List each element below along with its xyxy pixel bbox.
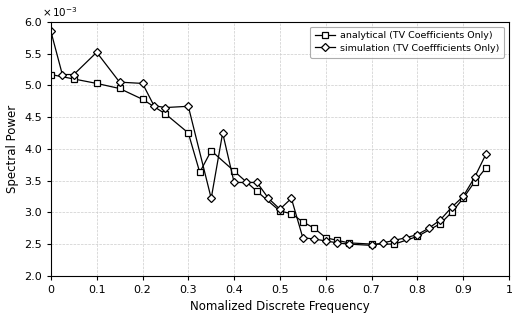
analytical (TV Coefficients Only) — [70, 77, 77, 81]
Y-axis label: Spectral Power: Spectral Power — [6, 105, 19, 193]
simulation (TV Coeffficients Only) — [70, 73, 77, 77]
analytical (TV Coefficients Only) — [231, 169, 237, 173]
simulation (TV Coeffficients Only) — [426, 226, 432, 230]
simulation (TV Coeffficients Only) — [449, 205, 455, 209]
analytical (TV Coefficients Only) — [449, 211, 455, 214]
X-axis label: Nomalized Discrete Frequency: Nomalized Discrete Frequency — [190, 300, 370, 314]
analytical (TV Coefficients Only) — [323, 236, 329, 240]
analytical (TV Coefficients Only) — [185, 131, 192, 135]
simulation (TV Coeffficients Only) — [311, 237, 318, 241]
analytical (TV Coefficients Only) — [483, 166, 489, 170]
simulation (TV Coeffficients Only) — [185, 104, 192, 108]
simulation (TV Coeffficients Only) — [437, 218, 443, 222]
analytical (TV Coefficients Only) — [139, 97, 146, 101]
simulation (TV Coeffficients Only) — [220, 131, 226, 135]
simulation (TV Coeffficients Only) — [139, 82, 146, 85]
simulation (TV Coeffficients Only) — [380, 241, 386, 245]
simulation (TV Coeffficients Only) — [151, 104, 157, 108]
analytical (TV Coefficients Only) — [471, 180, 478, 184]
simulation (TV Coeffficients Only) — [414, 233, 421, 236]
simulation (TV Coeffficients Only) — [231, 181, 237, 184]
analytical (TV Coefficients Only) — [346, 241, 352, 245]
simulation (TV Coeffficients Only) — [403, 236, 409, 240]
analytical (TV Coefficients Only) — [208, 149, 214, 153]
analytical (TV Coefficients Only) — [391, 242, 397, 246]
simulation (TV Coeffficients Only) — [368, 243, 375, 247]
analytical (TV Coefficients Only) — [437, 222, 443, 226]
simulation (TV Coeffficients Only) — [288, 197, 294, 200]
analytical (TV Coefficients Only) — [288, 212, 294, 216]
simulation (TV Coeffficients Only) — [483, 152, 489, 156]
Line: simulation (TV Coeffficients Only): simulation (TV Coeffficients Only) — [48, 29, 489, 248]
analytical (TV Coefficients Only) — [460, 197, 466, 200]
simulation (TV Coeffficients Only) — [346, 242, 352, 246]
analytical (TV Coefficients Only) — [311, 226, 318, 230]
analytical (TV Coefficients Only) — [414, 234, 421, 238]
simulation (TV Coeffficients Only) — [117, 80, 123, 84]
simulation (TV Coeffficients Only) — [277, 207, 283, 211]
analytical (TV Coefficients Only) — [368, 242, 375, 246]
simulation (TV Coeffficients Only) — [471, 175, 478, 179]
Text: $\times\,10^{-3}$: $\times\,10^{-3}$ — [42, 5, 78, 19]
simulation (TV Coeffficients Only) — [334, 241, 340, 245]
simulation (TV Coeffficients Only) — [391, 238, 397, 242]
simulation (TV Coeffficients Only) — [94, 50, 100, 54]
Line: analytical (TV Coefficients Only): analytical (TV Coefficients Only) — [48, 72, 489, 247]
simulation (TV Coeffficients Only) — [265, 197, 271, 200]
analytical (TV Coefficients Only) — [254, 189, 260, 193]
simulation (TV Coeffficients Only) — [460, 195, 466, 198]
analytical (TV Coefficients Only) — [162, 112, 168, 116]
simulation (TV Coeffficients Only) — [162, 106, 168, 109]
simulation (TV Coeffficients Only) — [208, 197, 214, 200]
simulation (TV Coeffficients Only) — [242, 181, 249, 184]
analytical (TV Coefficients Only) — [48, 73, 54, 77]
simulation (TV Coeffficients Only) — [48, 29, 54, 33]
analytical (TV Coefficients Only) — [197, 170, 203, 174]
analytical (TV Coefficients Only) — [94, 82, 100, 85]
analytical (TV Coefficients Only) — [277, 209, 283, 213]
Legend: analytical (TV Coefficients Only), simulation (TV Coeffficients Only): analytical (TV Coefficients Only), simul… — [310, 26, 504, 58]
simulation (TV Coeffficients Only) — [254, 181, 260, 184]
analytical (TV Coefficients Only) — [117, 86, 123, 90]
analytical (TV Coefficients Only) — [300, 220, 306, 224]
simulation (TV Coeffficients Only) — [300, 236, 306, 240]
simulation (TV Coeffficients Only) — [323, 239, 329, 243]
analytical (TV Coefficients Only) — [334, 238, 340, 242]
simulation (TV Coeffficients Only) — [59, 73, 65, 77]
